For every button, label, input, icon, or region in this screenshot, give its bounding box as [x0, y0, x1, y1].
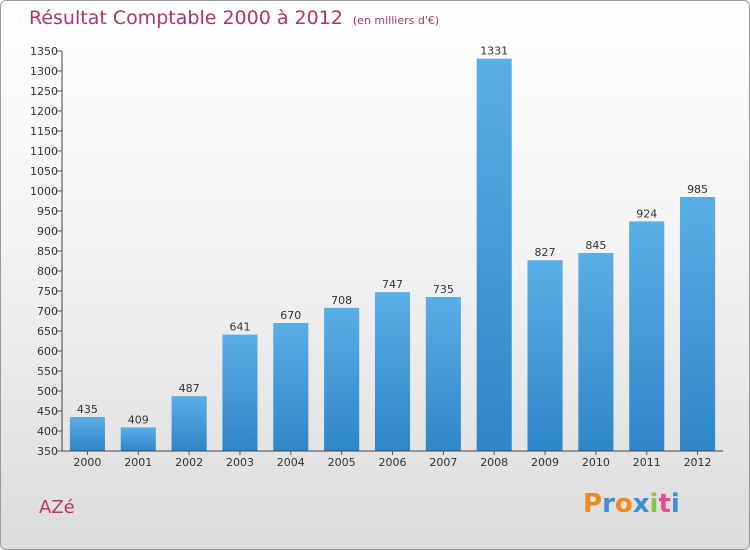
y-tick-label: 1150	[30, 125, 58, 138]
y-tick-label: 1200	[30, 105, 58, 118]
bar	[324, 307, 360, 451]
x-tick-label: 2005	[328, 456, 356, 469]
x-tick-label: 2008	[480, 456, 508, 469]
x-tick-label: 2010	[582, 456, 610, 469]
bar-value-label: 641	[229, 321, 250, 334]
bar-value-label: 735	[433, 283, 454, 296]
y-tick-label: 600	[37, 345, 58, 358]
bar-value-label: 827	[535, 246, 556, 259]
x-tick-label: 2009	[531, 456, 559, 469]
bar-value-label: 985	[687, 183, 708, 196]
y-tick-label: 700	[37, 305, 58, 318]
y-tick-label: 950	[37, 205, 58, 218]
logo-letter: r	[602, 489, 615, 519]
y-tick-label: 450	[37, 405, 58, 418]
y-tick-label: 1050	[30, 165, 58, 178]
bar	[578, 253, 614, 451]
y-tick-label: 650	[37, 325, 58, 338]
bar-value-label: 747	[382, 278, 403, 291]
commune-name: AZé	[39, 497, 75, 518]
y-tick-label: 1300	[30, 65, 58, 78]
y-tick-label: 1250	[30, 85, 58, 98]
bar	[222, 334, 258, 451]
bar	[425, 297, 461, 451]
y-tick-label: 750	[37, 285, 58, 298]
x-tick-label: 2002	[175, 456, 203, 469]
x-tick-label: 2006	[379, 456, 407, 469]
x-tick-label: 2011	[633, 456, 661, 469]
y-tick-label: 850	[37, 245, 58, 258]
x-tick-label: 2007	[429, 456, 457, 469]
logo-letter: i	[649, 489, 659, 519]
bar-value-label: 708	[331, 294, 352, 307]
bar-value-label: 1331	[480, 45, 508, 58]
logo-letter: t	[658, 489, 671, 519]
bar-value-label: 670	[280, 309, 301, 322]
chart-subtitle: (en milliers d'€)	[352, 14, 440, 27]
bar	[476, 58, 512, 451]
bar-value-label: 487	[179, 382, 200, 395]
y-tick-label: 900	[37, 225, 58, 238]
x-tick-label: 2004	[277, 456, 305, 469]
y-tick-label: 500	[37, 385, 58, 398]
bar-value-label: 924	[636, 207, 657, 220]
bar	[69, 417, 105, 451]
y-tick-label: 400	[37, 425, 58, 438]
y-tick-label: 1350	[30, 45, 58, 58]
bar	[680, 197, 716, 451]
bar	[273, 323, 309, 451]
logo-letter: i	[670, 489, 680, 519]
y-tick-label: 1100	[30, 145, 58, 158]
x-tick-label: 2000	[73, 456, 101, 469]
y-tick-label: 1000	[30, 185, 58, 198]
y-tick-label: 800	[37, 265, 58, 278]
proxiti-logo: Proxiti	[583, 489, 680, 519]
chart-title: Résultat Comptable 2000 à 2012	[29, 7, 343, 29]
x-tick-label: 2001	[124, 456, 152, 469]
bar-value-label: 435	[77, 403, 98, 416]
logo-letter: P	[583, 489, 603, 519]
chart-title-block: Résultat Comptable 2000 à 2012 (en millie…	[29, 7, 439, 29]
logo-letter: o	[614, 489, 633, 519]
logo-letter: x	[632, 489, 650, 519]
bar	[527, 260, 563, 451]
x-tick-label: 2012	[684, 456, 712, 469]
bar	[120, 427, 156, 451]
bar	[171, 396, 207, 451]
x-tick-label: 2003	[226, 456, 254, 469]
y-tick-label: 550	[37, 365, 58, 378]
bar-value-label: 409	[128, 413, 149, 426]
bar	[374, 292, 411, 451]
y-tick-label: 350	[37, 445, 58, 458]
bar-value-label: 845	[585, 239, 606, 252]
bar	[629, 221, 665, 451]
